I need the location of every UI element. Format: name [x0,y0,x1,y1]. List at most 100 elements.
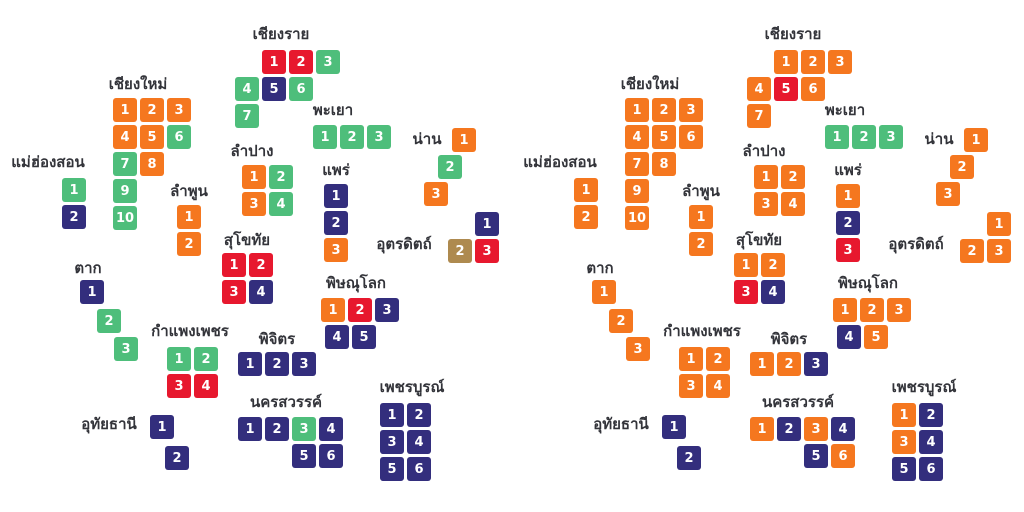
province-label: อุตรดิตถ์ [888,235,944,253]
province-label: ลำพูน [682,182,720,200]
district-tile: 1 [574,178,598,202]
province-label: ลำปาง [742,142,786,160]
district-tile: 6 [407,457,431,481]
district-tile: 4 [325,325,349,349]
district-tile: 2 [960,239,984,263]
district-tile: 3 [887,298,911,322]
district-tile: 1 [964,128,988,152]
district-tile: 3 [734,280,758,304]
district-tile: 2 [950,155,974,179]
district-tile: 6 [167,125,191,149]
province-label: สุโขทัย [223,231,271,249]
province-label: พิจิตร [258,330,296,348]
district-tile: 4 [113,125,137,149]
district-tile: 1 [113,98,137,122]
district-tile: 1 [625,98,649,122]
district-tile: 5 [352,325,376,349]
district-tile: 1 [754,165,778,189]
district-tile: 2 [781,165,805,189]
district-tile: 2 [448,239,472,263]
district-tile: 4 [761,280,785,304]
district-tile: 3 [936,182,960,206]
district-tile: 3 [804,417,828,441]
district-tile: 2 [348,298,372,322]
district-tile: 1 [679,347,703,371]
district-tile: 2 [289,50,313,74]
district-tile: 6 [801,77,825,101]
district-tile: 3 [987,239,1011,263]
province-label: พะเยา [312,101,354,119]
district-tile: 1 [167,347,191,371]
province-label: เชียงราย [764,25,822,43]
district-tile: 5 [804,444,828,468]
district-tile: 6 [319,444,343,468]
district-tile: 2 [249,253,273,277]
district-tile: 3 [679,374,703,398]
district-tile: 5 [892,457,916,481]
province-label: พิจิตร [770,330,808,348]
district-tile: 1 [825,125,849,149]
district-tile: 5 [262,77,286,101]
district-tile: 1 [321,298,345,322]
district-tile: 2 [97,309,121,333]
district-tile: 5 [774,77,798,101]
district-tile: 1 [262,50,286,74]
district-tile: 1 [150,415,174,439]
district-tile: 2 [919,403,943,427]
district-tile: 1 [892,403,916,427]
district-tile: 2 [340,125,364,149]
province-label: เพชรบูรณ์ [891,378,957,396]
district-tile: 2 [777,352,801,376]
province-label: พิษณุโลก [325,274,387,292]
district-tile: 3 [367,125,391,149]
district-tile: 4 [747,77,771,101]
province-label: น่าน [924,130,954,148]
district-tile: 4 [249,280,273,304]
district-tile: 2 [177,232,201,256]
district-tile: 2 [677,446,701,470]
district-tile: 1 [592,280,616,304]
district-tile: 4 [194,374,218,398]
district-tile: 2 [777,417,801,441]
district-tile: 1 [313,125,337,149]
district-tile: 5 [380,457,404,481]
district-tile: 1 [62,178,86,202]
district-tile: 5 [864,325,888,349]
province-label: อุทัยธานี [81,415,137,433]
district-tile: 3 [626,337,650,361]
district-tile: 2 [609,309,633,333]
district-tile: 4 [235,77,259,101]
district-tile: 1 [242,165,266,189]
district-tile: 3 [892,430,916,454]
district-tile: 2 [574,205,598,229]
province-label: แม่ฮ่องสอน [523,153,597,171]
province-label: เพชรบูรณ์ [379,378,445,396]
district-tile: 3 [375,298,399,322]
province-label: ตาก [74,259,102,277]
district-tile: 1 [689,205,713,229]
district-tile: 3 [167,374,191,398]
district-tile: 4 [919,430,943,454]
district-tile: 5 [652,125,676,149]
district-tile: 3 [475,239,499,263]
district-tile: 6 [679,125,703,149]
cartogram-panel-left: เชียงราย 1 2 3 4 5 6 7 เชียงใหม่ 1 2 3 4 5 6 7 8 9 10 พะเยา… [11,25,499,481]
district-tile: 10 [113,206,137,230]
province-label: พิษณุโลก [837,274,899,292]
district-tile: 7 [625,152,649,176]
province-label: เชียงใหม่ [108,75,168,93]
district-tile: 9 [625,179,649,203]
province-label: ลำพูน [170,182,208,200]
district-tile: 2 [852,125,876,149]
province-label: ตาก [586,259,614,277]
district-tile: 1 [324,184,348,208]
district-tile: 1 [750,352,774,376]
province-label: แพร่ [834,161,862,179]
district-tile: 3 [804,352,828,376]
district-tile: 3 [380,430,404,454]
district-tile: 2 [652,98,676,122]
province-label: สุโขทัย [735,231,783,249]
province-label: ลำปาง [230,142,274,160]
district-tile: 4 [706,374,730,398]
